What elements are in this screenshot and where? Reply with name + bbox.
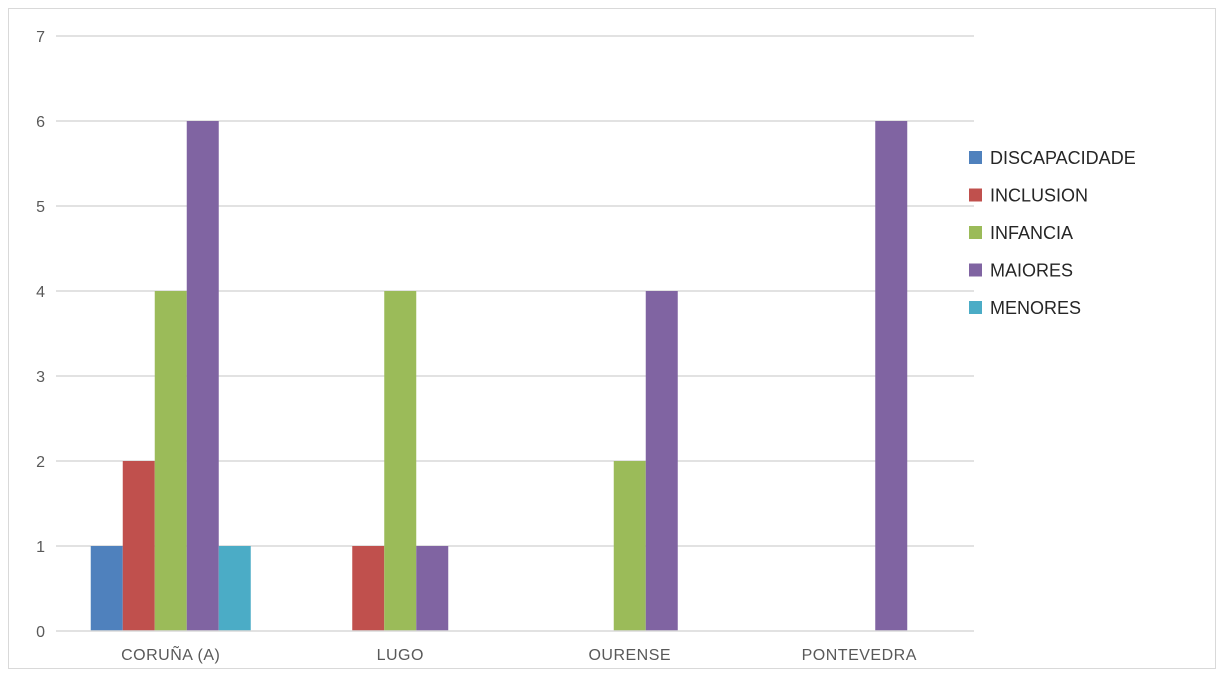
bars — [90, 121, 908, 631]
x-category-label: CORUÑA (A) — [121, 644, 220, 664]
bar-chart: 0 1 2 3 4 5 6 7 CORUÑA (A) LUGO OURENSE PONTEVEDRA… — [36, 29, 1136, 664]
bar-inclusion-1 — [352, 546, 385, 631]
x-axis-category-labels: CORUÑA (A) LUGO OURENSE PONTEVEDRA — [121, 644, 917, 664]
bar-discapacidade-0 — [90, 546, 123, 631]
y-tick-label: 6 — [36, 114, 45, 131]
legend-swatch-discapacidade — [969, 151, 982, 164]
y-tick-label: 7 — [36, 29, 45, 46]
y-axis-tick-labels: 0 1 2 3 4 5 6 7 — [36, 29, 45, 641]
bar-maiores-3 — [875, 121, 908, 631]
legend-swatch-infancia — [969, 226, 982, 239]
x-category-label: PONTEVEDRA — [802, 647, 917, 664]
bar-maiores-1 — [416, 546, 449, 631]
y-tick-label: 4 — [36, 284, 45, 301]
x-category-label: LUGO — [377, 647, 424, 664]
y-tick-label: 1 — [36, 539, 45, 556]
legend-label-infancia: INFANCIA — [990, 223, 1073, 243]
chart-frame: 0 1 2 3 4 5 6 7 CORUÑA (A) LUGO OURENSE PONTEVEDRA… — [8, 8, 1216, 669]
legend-label-menores: MENORES — [990, 298, 1081, 318]
legend-swatch-maiores — [969, 263, 982, 277]
bar-menores-0 — [218, 546, 251, 631]
bar-infancia-0 — [154, 291, 187, 631]
y-tick-label: 2 — [36, 454, 45, 471]
bar-infancia-1 — [384, 291, 417, 631]
y-tick-label: 3 — [36, 369, 45, 386]
bar-maiores-2 — [645, 291, 678, 631]
legend-swatch-menores — [969, 301, 982, 314]
x-category-label: OURENSE — [588, 647, 671, 664]
legend-swatch-inclusion — [969, 188, 982, 202]
bar-maiores-0 — [186, 121, 219, 631]
legend-label-inclusion: INCLUSION — [990, 186, 1088, 206]
y-tick-label: 5 — [36, 199, 45, 216]
legend-label-discapacidade: DISCAPACIDADE — [990, 148, 1136, 168]
y-tick-label: 0 — [36, 624, 45, 641]
bar-inclusion-0 — [122, 461, 155, 631]
bar-infancia-2 — [613, 461, 646, 631]
legend-label-maiores: MAIORES — [990, 261, 1073, 281]
legend: DISCAPACIDADE INCLUSION INFANCIA MAIORES MEN… — [969, 148, 1136, 318]
